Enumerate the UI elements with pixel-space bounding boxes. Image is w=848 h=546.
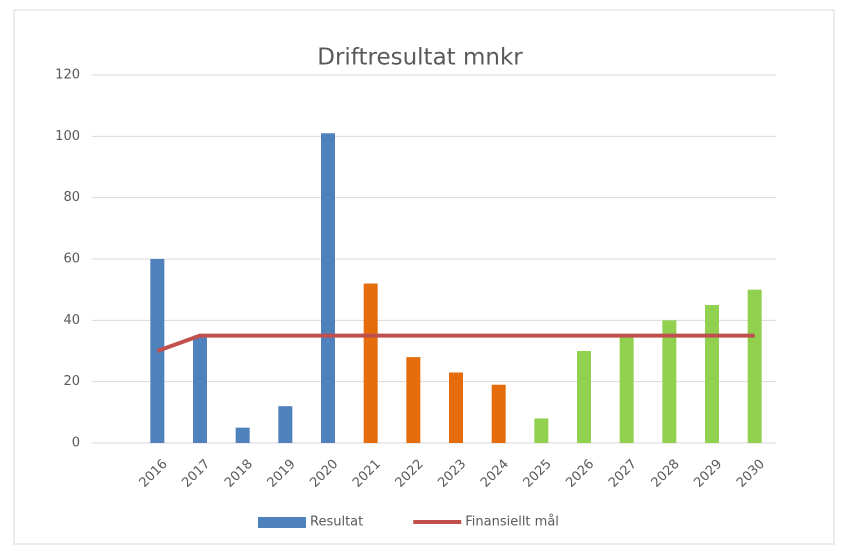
bar (321, 133, 335, 443)
y-tick-label: 60 (63, 252, 80, 267)
bar (363, 283, 378, 443)
legend-swatch (258, 517, 306, 528)
bar (235, 427, 250, 443)
bar (662, 320, 677, 443)
bar (278, 406, 293, 443)
bar (491, 384, 506, 443)
line-series (156, 333, 755, 353)
bar (577, 351, 591, 443)
bar (747, 289, 762, 443)
bar (534, 418, 549, 443)
bar (406, 357, 421, 443)
y-tick-label: 120 (55, 68, 80, 83)
y-tick-label: 80 (63, 190, 80, 205)
y-tick-label: 0 (72, 436, 80, 451)
legend-label: Resultat (310, 515, 363, 530)
legend-label: Finansiellt mål (465, 515, 559, 530)
bar (619, 335, 634, 443)
y-tick-label: 20 (63, 374, 80, 389)
y-tick-label: 40 (63, 313, 80, 328)
y-tick-label: 100 (55, 129, 80, 144)
bar (705, 305, 719, 443)
bar (449, 372, 463, 443)
bar (193, 335, 207, 443)
chart-title: Driftresultat mnkr (317, 45, 523, 71)
